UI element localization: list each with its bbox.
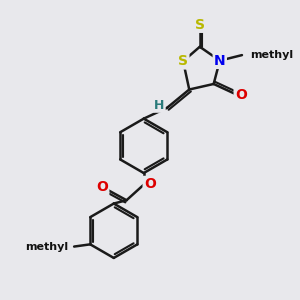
Text: methyl: methyl: [250, 50, 293, 60]
Text: methyl: methyl: [25, 242, 68, 252]
Text: N: N: [214, 54, 226, 68]
Text: S: S: [195, 18, 205, 32]
Text: H: H: [154, 98, 164, 112]
Text: O: O: [144, 177, 156, 191]
Text: O: O: [96, 181, 108, 194]
Text: S: S: [178, 54, 188, 68]
Text: O: O: [235, 88, 247, 101]
